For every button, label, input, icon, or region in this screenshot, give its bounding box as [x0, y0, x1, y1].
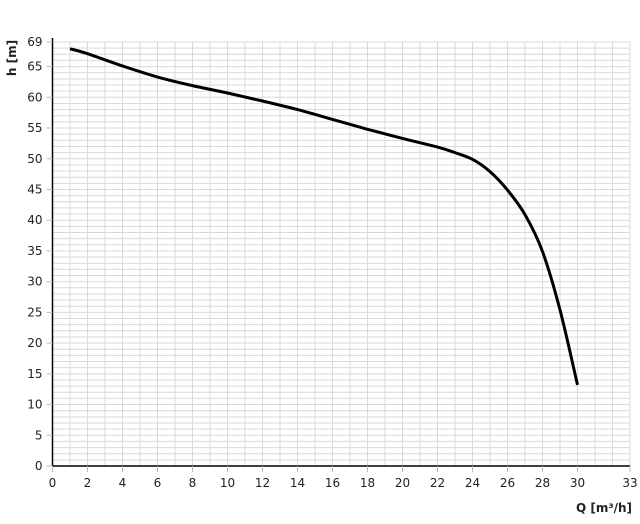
x-tick-label: 33: [622, 476, 637, 490]
y-tick-label: 10: [27, 398, 42, 412]
y-tick-label: 40: [27, 213, 42, 227]
tick-labels: 0 2 4 6 8 10 12 14 16 18 20 22 24 26 28 30 3305101520253…: [27, 35, 637, 490]
y-tick-label: 15: [27, 367, 42, 381]
pump-curve-line: [69, 47, 579, 386]
series: [69, 47, 579, 386]
x-tick-label: 0: [49, 476, 57, 490]
x-tick-label: 20: [395, 476, 410, 490]
grid: [52, 41, 631, 466]
y-tick-label: 30: [27, 275, 42, 289]
y-tick-label: 35: [27, 244, 42, 258]
y-axis-label: h [m]: [5, 40, 19, 76]
x-tick-label: 16: [325, 476, 340, 490]
x-tick-label: 8: [189, 476, 197, 490]
y-tick-label: 55: [27, 121, 42, 135]
x-tick-label: 2: [84, 476, 92, 490]
x-tick-label: 30: [570, 476, 585, 490]
y-tick-label: 25: [27, 305, 42, 319]
x-tick-label: 4: [119, 476, 127, 490]
x-tick-label: 22: [430, 476, 445, 490]
y-tick-label: 60: [27, 90, 42, 104]
x-tick-label: 6: [154, 476, 162, 490]
x-tick-label: 24: [465, 476, 480, 490]
y-tick-label: 0: [35, 459, 43, 473]
x-tick-label: 12: [255, 476, 270, 490]
y-tick-label: 69: [27, 35, 42, 49]
x-tick-label: 14: [290, 476, 305, 490]
y-tick-label: 5: [35, 428, 43, 442]
x-tick-label: 28: [535, 476, 550, 490]
x-tick-label: 18: [360, 476, 375, 490]
x-tick-label: 26: [500, 476, 515, 490]
axes: [51, 38, 630, 467]
y-tick-label: 50: [27, 152, 42, 166]
y-tick-label: 65: [27, 60, 42, 74]
x-axis-label: Q [m³/h]: [576, 501, 632, 515]
y-tick-label: 45: [27, 182, 42, 196]
y-tick-label: 20: [27, 336, 42, 350]
x-tick-label: 10: [220, 476, 235, 490]
